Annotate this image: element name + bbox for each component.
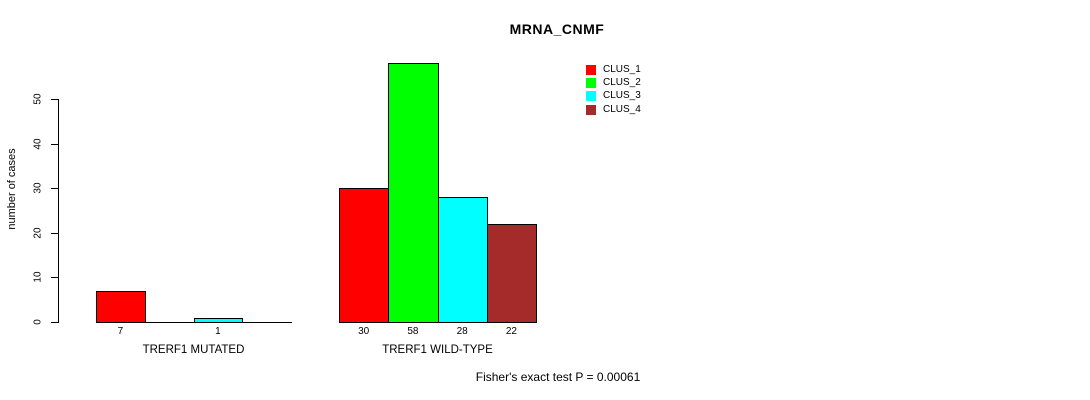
bar-clus_1-mutated [96, 290, 146, 323]
bar-clus_4-wild-type [486, 223, 537, 323]
legend-item-clus_4: CLUS_4 [586, 104, 656, 116]
legend-label-clus_1: CLUS_1 [603, 64, 641, 75]
bar-clus_2-wild-type [388, 63, 439, 323]
y-axis-tick [51, 322, 58, 323]
y-axis-tick [51, 232, 58, 234]
bar-clus_3-wild-type-value-label: 28 [456, 326, 468, 337]
y-axis-tick-label-text: 10 [32, 271, 44, 283]
y-axis-line [58, 99, 59, 323]
bar-clus_1-wild-type [339, 188, 390, 323]
bar-clus_1-wild-type-value-label: 30 [358, 326, 370, 337]
y-axis-tick [51, 188, 58, 190]
y-axis-tick-label-text: 0 [32, 319, 44, 325]
bar-clus_2-wild-type-value-label: 58 [407, 326, 419, 337]
annotation-text: Fisher's exact test P = 0.00061 [475, 370, 641, 384]
legend-item-clus_2: CLUS_2 [586, 77, 656, 89]
legend-item-clus_1: CLUS_1 [586, 64, 656, 76]
y-axis-tick-label-text: 50 [32, 93, 44, 105]
y-axis-tick [51, 99, 58, 100]
bar-clus_4-wild-type-value-label: 22 [505, 326, 517, 337]
bar-clus_4-mutated [242, 322, 292, 323]
legend-label-clus_2: CLUS_2 [603, 77, 641, 89]
y-axis-tick-label-text: 40 [32, 138, 44, 150]
y-axis-title-text: number of cases [6, 148, 18, 230]
bar-clus_2-mutated [144, 322, 195, 323]
bar-clus_1-mutated-value-label: 7 [117, 326, 124, 337]
legend-swatch-clus_4 [586, 104, 596, 115]
chart-title: MRNA_CNMF [509, 21, 605, 37]
legend-swatch-clus_1 [586, 65, 596, 75]
category-label-wild-type: TRERF1 WILD-TYPE [382, 344, 493, 356]
y-axis-tick-label-text: 30 [32, 182, 44, 194]
bar-clus_3-mutated [193, 317, 244, 323]
bar-clus_3-wild-type [437, 197, 488, 323]
bar-clus_3-mutated-value-label: 1 [215, 326, 221, 337]
category-label-mutated: TRERF1 MUTATED [142, 344, 245, 356]
legend-item-clus_3: CLUS_3 [586, 90, 656, 102]
legend-swatch-clus_2 [586, 78, 596, 89]
legend-swatch-clus_3 [586, 91, 596, 102]
legend-label-clus_3: CLUS_3 [603, 90, 641, 102]
y-axis-tick-label-text: 20 [32, 227, 44, 239]
y-axis-tick [51, 143, 58, 145]
legend-label-clus_4: CLUS_4 [603, 103, 641, 115]
y-axis-tick [51, 277, 58, 279]
